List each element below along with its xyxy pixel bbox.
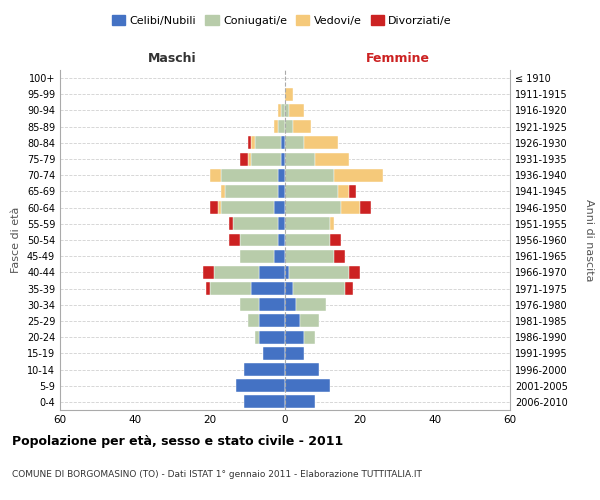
Bar (293, 120, 311, 133)
Bar (293, 282, 345, 295)
Bar (210, 282, 251, 295)
Bar (341, 201, 360, 214)
Bar (229, 218, 233, 230)
Bar (221, 201, 274, 214)
Bar (244, 396, 285, 408)
Bar (285, 250, 334, 262)
Bar (233, 218, 277, 230)
Bar (225, 185, 277, 198)
Bar (259, 298, 285, 311)
Text: Femmine: Femmine (365, 52, 430, 65)
Bar (255, 330, 259, 344)
Bar (330, 234, 341, 246)
Bar (285, 104, 289, 117)
Bar (315, 152, 349, 166)
Bar (240, 152, 248, 166)
Bar (285, 185, 337, 198)
Bar (221, 185, 225, 198)
Bar (277, 104, 281, 117)
Bar (221, 169, 277, 181)
Bar (285, 282, 293, 295)
Bar (214, 266, 259, 279)
Bar (206, 282, 210, 295)
Bar (337, 185, 349, 198)
Bar (360, 201, 371, 214)
Bar (285, 234, 330, 246)
Bar (285, 266, 289, 279)
Bar (304, 330, 315, 344)
Bar (285, 363, 319, 376)
Legend: Celibi/Nubili, Coniugati/e, Vedovi/e, Divorziati/e: Celibi/Nubili, Coniugati/e, Vedovi/e, Di… (107, 10, 457, 30)
Bar (259, 314, 285, 328)
Y-axis label: Anni di nascita: Anni di nascita (584, 198, 595, 281)
Bar (277, 218, 285, 230)
Bar (255, 136, 281, 149)
Bar (285, 136, 304, 149)
Bar (277, 169, 285, 181)
Bar (285, 396, 315, 408)
Bar (277, 234, 285, 246)
Bar (229, 234, 240, 246)
Bar (281, 104, 285, 117)
Bar (289, 266, 349, 279)
Bar (345, 282, 353, 295)
Bar (349, 266, 360, 279)
Bar (289, 104, 304, 117)
Bar (300, 314, 319, 328)
Bar (263, 347, 285, 360)
Text: COMUNE DI BORGOMASINO (TO) - Dati ISTAT 1° gennaio 2011 - Elaborazione TUTTITALI: COMUNE DI BORGOMASINO (TO) - Dati ISTAT … (12, 470, 422, 479)
Bar (251, 282, 285, 295)
Bar (218, 201, 221, 214)
Bar (244, 363, 285, 376)
Bar (281, 152, 285, 166)
Bar (251, 136, 255, 149)
Bar (248, 136, 251, 149)
Bar (210, 201, 218, 214)
Bar (285, 314, 300, 328)
Bar (285, 169, 334, 181)
Bar (285, 201, 341, 214)
Bar (281, 136, 285, 149)
Bar (277, 185, 285, 198)
Bar (259, 266, 285, 279)
Bar (334, 250, 345, 262)
Bar (251, 152, 281, 166)
Bar (285, 347, 304, 360)
Bar (248, 152, 251, 166)
Bar (240, 298, 259, 311)
Bar (330, 218, 334, 230)
Bar (304, 136, 337, 149)
Bar (349, 185, 356, 198)
Bar (296, 298, 326, 311)
Bar (274, 201, 285, 214)
Bar (248, 314, 259, 328)
Bar (274, 250, 285, 262)
Bar (240, 250, 274, 262)
Bar (240, 234, 277, 246)
Bar (285, 330, 304, 344)
Bar (334, 169, 383, 181)
Text: Popolazione per età, sesso e stato civile - 2011: Popolazione per età, sesso e stato civil… (12, 435, 343, 448)
Bar (285, 152, 315, 166)
Y-axis label: Fasce di età: Fasce di età (11, 207, 21, 273)
Bar (277, 120, 285, 133)
Bar (285, 120, 293, 133)
Bar (236, 379, 285, 392)
Bar (285, 88, 293, 101)
Text: Maschi: Maschi (148, 52, 197, 65)
Bar (259, 330, 285, 344)
Bar (285, 218, 330, 230)
Bar (274, 120, 277, 133)
Bar (285, 379, 330, 392)
Bar (285, 298, 296, 311)
Bar (203, 266, 214, 279)
Bar (210, 169, 221, 181)
